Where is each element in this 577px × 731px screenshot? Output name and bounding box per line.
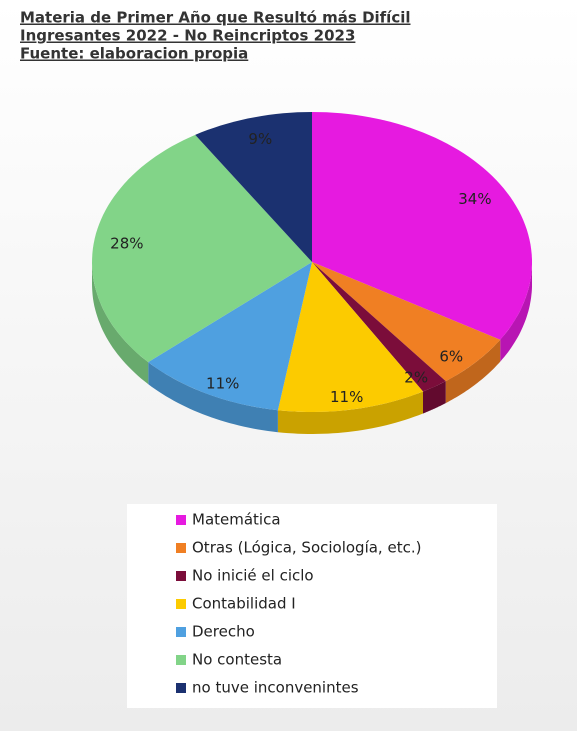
slice-side (423, 381, 446, 414)
legend-swatch (176, 655, 186, 665)
legend-swatch (176, 515, 186, 525)
legend-swatch (176, 683, 186, 693)
slice (148, 262, 312, 411)
chart-source: Fuente: elaboracion propia (20, 45, 248, 63)
legend-label: Otras (Lógica, Sociología, etc.) (192, 539, 421, 557)
data-label: 6% (439, 348, 463, 366)
data-label: 11% (330, 388, 363, 406)
data-label: 11% (206, 375, 239, 393)
slice-side (500, 262, 532, 362)
legend-label: Derecho (192, 623, 255, 641)
legend-swatch (176, 599, 186, 609)
slice (277, 262, 423, 412)
legend-swatch (176, 627, 186, 637)
slice-side (92, 262, 149, 385)
chart-subtitle: Ingresantes 2022 - No Reincriptos 2023 (20, 27, 355, 45)
slice (92, 134, 312, 363)
data-label: 2% (404, 368, 428, 386)
legend-label: Matemática (192, 511, 281, 529)
slice (312, 112, 532, 340)
legend-label: No contesta (192, 651, 282, 669)
slice-side (445, 339, 501, 404)
slice-side (148, 362, 278, 433)
legend-label: no tuve inconvenintes (192, 679, 359, 697)
data-label: 34% (458, 190, 491, 208)
data-label: 9% (248, 130, 272, 148)
legend-swatch (176, 543, 186, 553)
data-label: 28% (110, 235, 143, 253)
slice (312, 262, 446, 392)
legend-swatch (176, 571, 186, 581)
chart-title: Materia de Primer Año que Resultó más Di… (20, 9, 411, 27)
legend-label: No inicié el ciclo (192, 567, 314, 585)
slice-side (277, 391, 423, 434)
slice (312, 262, 501, 382)
slice (195, 112, 312, 262)
legend-label: Contabilidad I (192, 595, 296, 613)
legend-box (127, 504, 497, 708)
